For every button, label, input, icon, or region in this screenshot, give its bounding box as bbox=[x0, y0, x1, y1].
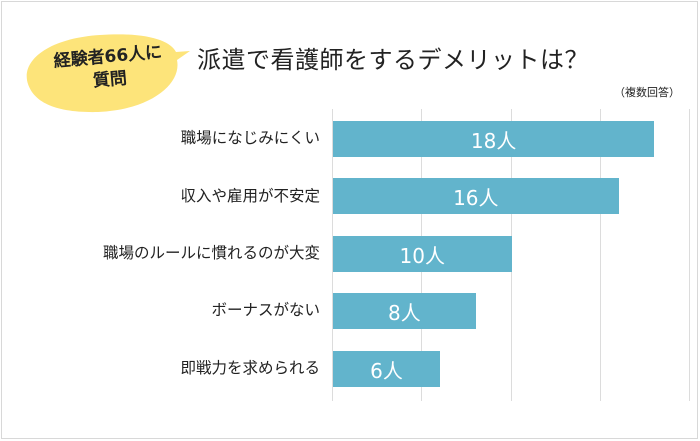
bar: 6人 bbox=[333, 351, 441, 387]
bar-value-label: 10人 bbox=[399, 243, 445, 268]
category-label: 職場になじみにくい bbox=[180, 129, 320, 147]
speech-bubble: 経験者66人に 質問 bbox=[20, 32, 190, 113]
gridline-10 bbox=[511, 109, 512, 401]
gridline-20 bbox=[689, 109, 690, 401]
bar: 16人 bbox=[333, 178, 619, 214]
bar-value-label: 8人 bbox=[388, 300, 421, 325]
chart-title: 派遣で看護師をするデメリットは？ bbox=[197, 46, 589, 74]
multiple-answer-note: （複数回答） bbox=[614, 86, 680, 99]
speech-bubble-shape bbox=[26, 34, 190, 113]
bar-value-label: 6人 bbox=[370, 358, 403, 383]
gridline-15 bbox=[600, 109, 601, 401]
bar: 8人 bbox=[333, 293, 476, 329]
bar: 10人 bbox=[333, 236, 512, 272]
gridline-0 bbox=[332, 109, 333, 401]
category-label: ボーナスがない bbox=[211, 301, 320, 319]
bar: 18人 bbox=[333, 121, 655, 157]
category-label: 即戦力を求められる bbox=[180, 359, 320, 377]
category-label: 収入や雇用が不安定 bbox=[180, 187, 320, 205]
bar-value-label: 16人 bbox=[453, 185, 499, 210]
category-label: 職場のルールに慣れるのが大変 bbox=[102, 244, 320, 262]
bar-value-label: 18人 bbox=[470, 128, 517, 153]
